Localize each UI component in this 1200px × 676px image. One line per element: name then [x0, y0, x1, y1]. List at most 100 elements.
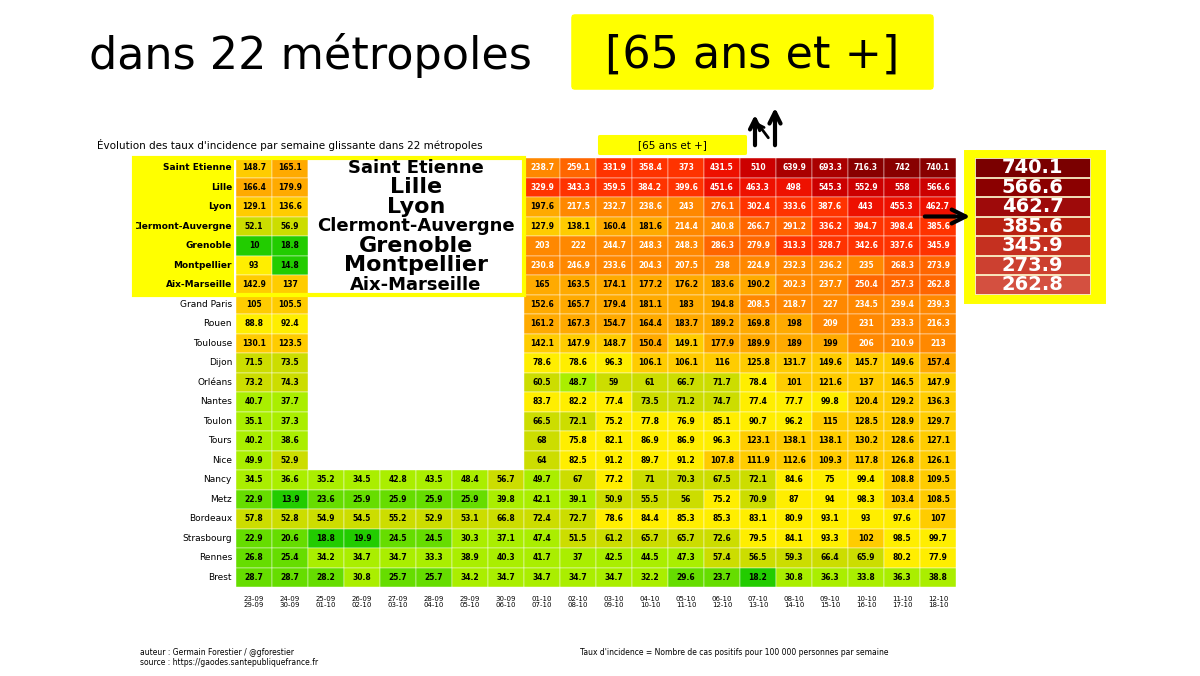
- Bar: [776, 236, 812, 256]
- Bar: [308, 158, 524, 295]
- Text: 27-09: 27-09: [388, 596, 408, 602]
- Text: 136.3: 136.3: [926, 397, 950, 406]
- Bar: [668, 489, 704, 509]
- Text: 73.2: 73.2: [245, 378, 263, 387]
- Text: 56: 56: [680, 495, 691, 504]
- Text: 234.5: 234.5: [854, 299, 878, 309]
- Bar: [596, 567, 632, 587]
- Bar: [560, 412, 596, 431]
- Bar: [812, 392, 848, 412]
- Bar: [524, 431, 560, 450]
- Bar: [272, 431, 308, 450]
- Text: 50.9: 50.9: [605, 495, 623, 504]
- Text: 399.6: 399.6: [674, 183, 698, 192]
- Text: 148.7: 148.7: [602, 339, 626, 347]
- Bar: [524, 470, 560, 489]
- Bar: [632, 158, 668, 178]
- Text: 78.4: 78.4: [749, 378, 768, 387]
- Bar: [524, 256, 560, 275]
- Text: 462.7: 462.7: [1002, 197, 1063, 216]
- Bar: [632, 256, 668, 275]
- Text: 169.8: 169.8: [746, 319, 770, 329]
- Bar: [812, 489, 848, 509]
- Bar: [272, 178, 308, 197]
- Bar: [272, 256, 308, 275]
- Bar: [776, 197, 812, 216]
- Bar: [812, 450, 848, 470]
- Text: 240.8: 240.8: [710, 222, 734, 231]
- Text: 716.3: 716.3: [854, 163, 878, 172]
- Bar: [560, 450, 596, 470]
- Bar: [776, 178, 812, 197]
- Bar: [884, 412, 920, 431]
- Bar: [848, 567, 884, 587]
- Text: Montpellier: Montpellier: [344, 256, 488, 275]
- Text: 198: 198: [786, 319, 802, 329]
- Text: 259.1: 259.1: [566, 163, 590, 172]
- Bar: [632, 548, 668, 567]
- Text: 93.3: 93.3: [821, 534, 839, 543]
- Text: 210.9: 210.9: [890, 339, 914, 347]
- Text: 510: 510: [750, 163, 766, 172]
- Bar: [920, 567, 956, 587]
- Bar: [596, 314, 632, 333]
- Text: 740.1: 740.1: [1002, 158, 1063, 177]
- Text: 25.7: 25.7: [389, 573, 407, 582]
- Bar: [740, 236, 776, 256]
- Text: 108.8: 108.8: [890, 475, 914, 484]
- Bar: [272, 372, 308, 392]
- Text: 24-09: 24-09: [280, 596, 300, 602]
- Text: 183.7: 183.7: [674, 319, 698, 329]
- Bar: [488, 567, 524, 587]
- Bar: [884, 548, 920, 567]
- Bar: [812, 509, 848, 529]
- Text: 147.9: 147.9: [926, 378, 950, 387]
- Bar: [668, 295, 704, 314]
- Text: [65 ans et +]: [65 ans et +]: [637, 140, 707, 150]
- Bar: [884, 275, 920, 295]
- Bar: [848, 412, 884, 431]
- Bar: [632, 178, 668, 197]
- Text: 47.3: 47.3: [677, 553, 695, 562]
- Bar: [920, 275, 956, 295]
- Text: 30.8: 30.8: [353, 573, 371, 582]
- Text: 176.2: 176.2: [674, 281, 698, 289]
- Text: 78.6: 78.6: [605, 514, 624, 523]
- Bar: [974, 216, 1090, 235]
- Bar: [704, 450, 740, 470]
- Text: 25.9: 25.9: [461, 495, 479, 504]
- Bar: [704, 489, 740, 509]
- Bar: [884, 158, 920, 178]
- Text: 42.5: 42.5: [605, 553, 623, 562]
- Text: Lyon: Lyon: [209, 202, 232, 211]
- Bar: [236, 333, 272, 353]
- Text: 70.9: 70.9: [749, 495, 767, 504]
- Text: 02-10: 02-10: [352, 602, 372, 608]
- Bar: [272, 314, 308, 333]
- Text: 07-10: 07-10: [748, 596, 768, 602]
- Bar: [668, 256, 704, 275]
- Text: 146.5: 146.5: [890, 378, 914, 387]
- Text: 244.7: 244.7: [602, 241, 626, 250]
- Text: 26-09: 26-09: [352, 596, 372, 602]
- Text: 343.3: 343.3: [566, 183, 590, 192]
- Text: 99.8: 99.8: [821, 397, 839, 406]
- Bar: [884, 567, 920, 587]
- Bar: [272, 197, 308, 216]
- Bar: [308, 470, 344, 489]
- Bar: [776, 567, 812, 587]
- Bar: [776, 353, 812, 372]
- Bar: [134, 236, 234, 256]
- Text: 22.9: 22.9: [245, 495, 263, 504]
- Text: 431.5: 431.5: [710, 163, 734, 172]
- Text: Aix-Marseille: Aix-Marseille: [166, 281, 232, 289]
- Text: 106.1: 106.1: [638, 358, 662, 367]
- Text: 34.7: 34.7: [569, 573, 587, 582]
- Bar: [776, 450, 812, 470]
- Bar: [632, 275, 668, 295]
- Text: 23-09: 23-09: [244, 596, 264, 602]
- Bar: [596, 548, 632, 567]
- Text: 65.7: 65.7: [677, 534, 695, 543]
- Text: 99.7: 99.7: [929, 534, 947, 543]
- Bar: [776, 548, 812, 567]
